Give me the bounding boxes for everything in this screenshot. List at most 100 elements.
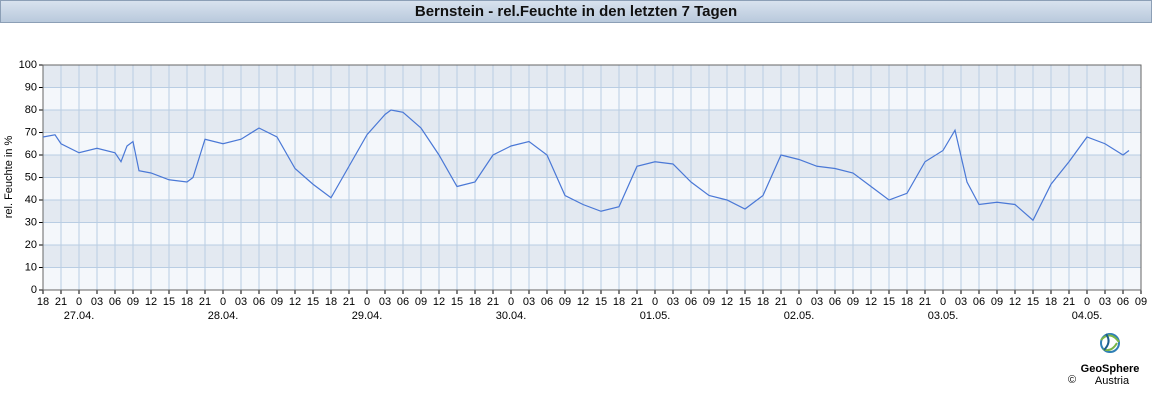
- y-axis-label: rel. Feuchte in %: [3, 136, 15, 219]
- copyright: ©: [1068, 374, 1076, 386]
- x-tick-label: 21: [487, 296, 499, 308]
- x-tick-label: 15: [883, 296, 895, 308]
- x-tick-label: 18: [613, 296, 625, 308]
- y-tick-label: 60: [25, 149, 37, 161]
- x-tick-label: 09: [991, 296, 1003, 308]
- x-tick-label: 21: [55, 296, 67, 308]
- x-tick-label: 06: [397, 296, 409, 308]
- x-tick-label: 03: [955, 296, 967, 308]
- x-tick-label: 18: [757, 296, 769, 308]
- band: [43, 110, 1141, 133]
- date-label: 01.05.: [640, 310, 671, 322]
- x-tick-label: 12: [145, 296, 157, 308]
- x-tick-label: 21: [199, 296, 211, 308]
- x-tick-label: 18: [325, 296, 337, 308]
- x-tick-label: 09: [415, 296, 427, 308]
- x-tick-label: 0: [940, 296, 946, 308]
- x-tick-label: 18: [1045, 296, 1057, 308]
- y-tick-label: 90: [25, 81, 37, 93]
- band: [43, 222, 1141, 245]
- x-tick-label: 09: [1135, 296, 1147, 308]
- logo-sub: Austria: [1095, 375, 1130, 387]
- x-tick-label: 18: [901, 296, 913, 308]
- x-tick-label: 09: [559, 296, 571, 308]
- y-tick-label: 70: [25, 126, 37, 138]
- x-tick-label: 03: [379, 296, 391, 308]
- x-tick-label: 21: [343, 296, 355, 308]
- x-tick-label: 0: [1084, 296, 1090, 308]
- date-label: 30.04.: [496, 310, 527, 322]
- band: [43, 132, 1141, 155]
- x-tick-label: 0: [220, 296, 226, 308]
- x-tick-label: 21: [919, 296, 931, 308]
- x-tick-label: 06: [685, 296, 697, 308]
- y-tick-label: 20: [25, 239, 37, 251]
- date-label: 02.05.: [784, 310, 815, 322]
- y-tick-label: 100: [19, 59, 37, 71]
- x-tick-label: 03: [523, 296, 535, 308]
- x-tick-label: 12: [289, 296, 301, 308]
- y-tick-label: 10: [25, 261, 37, 273]
- x-tick-label: 03: [1099, 296, 1111, 308]
- title-bar: Bernstein - rel.Feuchte in den letzten 7…: [0, 0, 1152, 23]
- x-tick-label: 21: [775, 296, 787, 308]
- y-tick-label: 0: [31, 284, 37, 296]
- x-tick-label: 03: [667, 296, 679, 308]
- x-tick-label: 0: [508, 296, 514, 308]
- x-tick-label: 06: [109, 296, 121, 308]
- x-tick-label: 0: [76, 296, 82, 308]
- x-tick-label: 12: [433, 296, 445, 308]
- x-tick-label: 06: [541, 296, 553, 308]
- band: [43, 200, 1141, 223]
- x-tick-label: 06: [1117, 296, 1129, 308]
- x-tick-label: 18: [181, 296, 193, 308]
- x-tick-label: 06: [253, 296, 265, 308]
- band: [43, 155, 1141, 178]
- x-tick-label: 03: [235, 296, 247, 308]
- band: [43, 177, 1141, 200]
- x-tick-label: 12: [577, 296, 589, 308]
- y-tick-label: 50: [25, 171, 37, 183]
- logo-icon: [1100, 333, 1120, 353]
- date-label: 27.04.: [64, 310, 95, 322]
- x-tick-label: 21: [1063, 296, 1075, 308]
- band: [43, 87, 1141, 110]
- date-label: 04.05.: [1072, 310, 1103, 322]
- y-tick-label: 40: [25, 194, 37, 206]
- x-tick-label: 09: [847, 296, 859, 308]
- x-tick-label: 15: [163, 296, 175, 308]
- x-tick-label: 0: [796, 296, 802, 308]
- date-label: 03.05.: [928, 310, 959, 322]
- date-label: 29.04.: [352, 310, 383, 322]
- x-tick-label: 06: [829, 296, 841, 308]
- x-tick-label: 0: [652, 296, 658, 308]
- x-tick-label: 12: [721, 296, 733, 308]
- x-tick-label: 21: [631, 296, 643, 308]
- x-tick-label: 03: [91, 296, 103, 308]
- x-tick-label: 18: [37, 296, 49, 308]
- x-tick-label: 15: [1027, 296, 1039, 308]
- x-tick-label: 06: [973, 296, 985, 308]
- x-tick-label: 15: [739, 296, 751, 308]
- chart-title: Bernstein - rel.Feuchte in den letzten 7…: [414, 3, 738, 20]
- plot-frame: [42, 64, 1142, 291]
- x-tick-label: 15: [451, 296, 463, 308]
- logo-name: GeoSphere: [1081, 363, 1140, 375]
- x-tick-label: 15: [307, 296, 319, 308]
- x-tick-label: 0: [364, 296, 370, 308]
- y-tick-label: 30: [25, 216, 37, 228]
- x-tick-label: 18: [469, 296, 481, 308]
- x-tick-label: 12: [1009, 296, 1021, 308]
- date-label: 28.04.: [208, 310, 239, 322]
- x-tick-label: 12: [865, 296, 877, 308]
- humidity-line: [42, 109, 1130, 222]
- x-tick-label: 15: [595, 296, 607, 308]
- band: [43, 267, 1141, 290]
- band: [43, 245, 1141, 268]
- x-tick-label: 09: [127, 296, 139, 308]
- band: [43, 65, 1141, 88]
- x-tick-label: 09: [703, 296, 715, 308]
- x-tick-label: 09: [271, 296, 283, 308]
